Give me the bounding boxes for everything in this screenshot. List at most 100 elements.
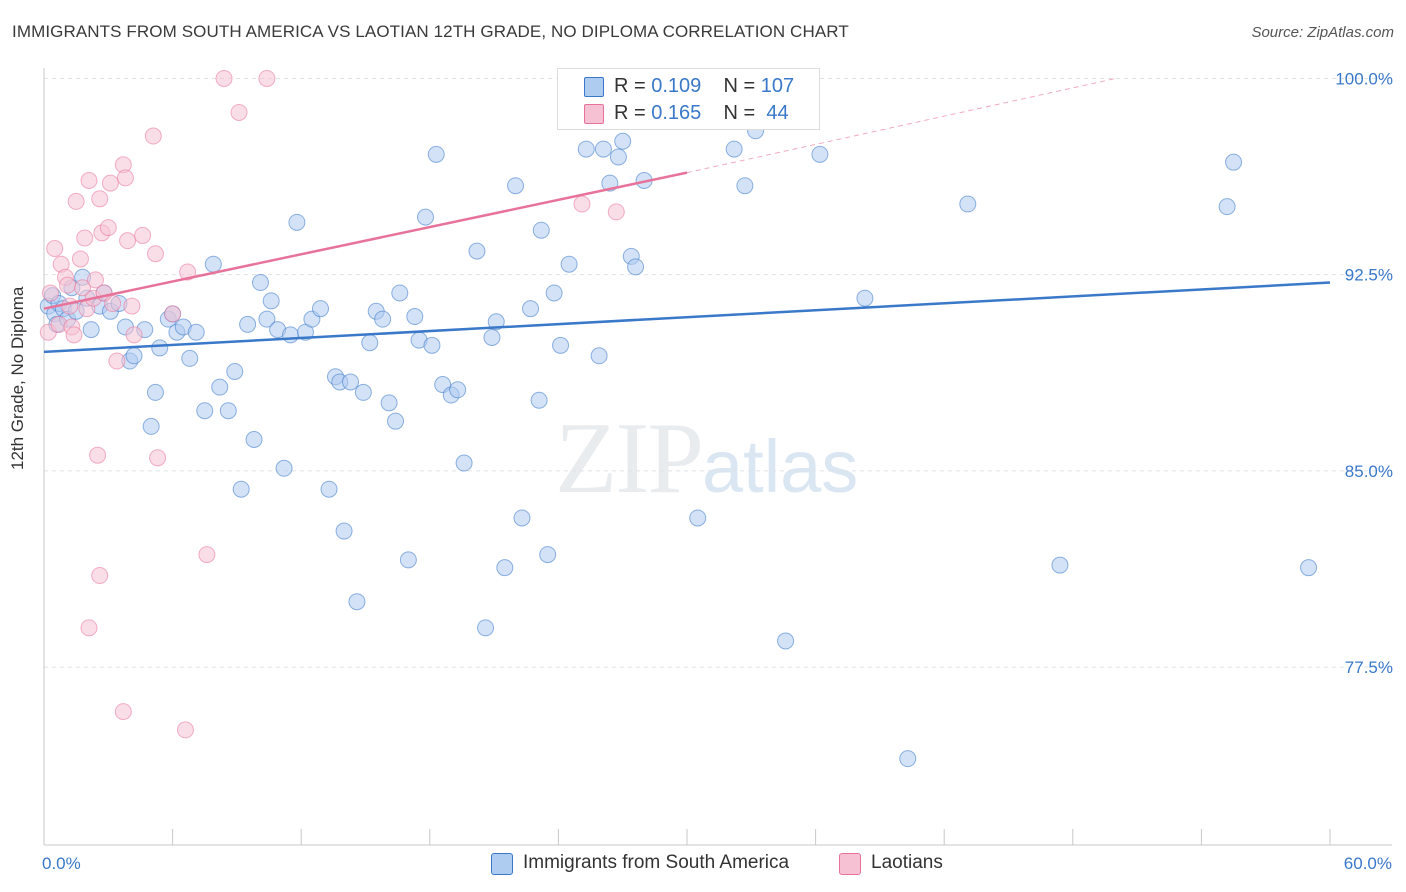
- point-1-38: [230, 103, 248, 121]
- point-1-24: [108, 352, 126, 370]
- point-0-80: [539, 546, 557, 564]
- point-0-59: [391, 284, 409, 302]
- point-0-95: [689, 509, 707, 527]
- point-1-29: [125, 326, 143, 344]
- point-0-103: [856, 289, 874, 307]
- point-0-87: [594, 140, 612, 158]
- point-0-82: [552, 336, 570, 354]
- legend-pink-swatch-icon: [839, 853, 861, 875]
- point-0-53: [354, 383, 372, 401]
- point-1-12: [74, 279, 92, 297]
- point-0-79: [530, 391, 548, 409]
- point-1-9: [65, 326, 83, 344]
- trend-line-0: [43, 281, 1331, 354]
- point-1-43: [114, 703, 132, 721]
- point-0-107: [1218, 198, 1236, 216]
- point-0-63: [417, 208, 435, 226]
- point-0-71: [477, 619, 495, 637]
- point-0-56: [374, 310, 392, 328]
- stats-blue-n-value: 107: [760, 75, 795, 97]
- point-0-102: [811, 145, 829, 163]
- source-note: Source: ZipAtlas.com: [1251, 24, 1394, 41]
- point-1-27: [119, 232, 137, 250]
- legend-label-laotians: Laotians: [871, 852, 943, 873]
- point-0-77: [522, 300, 540, 318]
- point-0-96: [725, 140, 743, 158]
- point-0-86: [590, 347, 608, 365]
- point-0-34: [232, 480, 250, 498]
- point-1-15: [80, 171, 98, 189]
- point-0-22: [151, 339, 169, 357]
- point-0-38: [258, 310, 276, 328]
- point-0-83: [560, 255, 578, 273]
- point-0-89: [609, 148, 627, 166]
- point-0-73: [487, 313, 505, 331]
- point-0-106: [1051, 556, 1069, 574]
- chart-title: IMMIGRANTS FROM SOUTH AMERICA VS LAOTIAN…: [12, 22, 849, 41]
- point-0-85: [577, 140, 595, 158]
- point-0-57: [380, 394, 398, 412]
- point-0-39: [262, 292, 280, 310]
- stats-pink-r-label: R =: [614, 102, 646, 124]
- point-0-50: [335, 522, 353, 540]
- point-1-11: [71, 250, 89, 268]
- point-0-20: [142, 417, 160, 435]
- point-0-11: [82, 321, 100, 339]
- y-tick-label-2: 85.0%: [1345, 462, 1393, 481]
- point-1-21: [99, 219, 117, 237]
- point-1-32: [146, 245, 164, 263]
- point-0-36: [245, 430, 263, 448]
- legend-label-immigrants: Immigrants from South America: [523, 852, 790, 873]
- point-0-18: [125, 347, 143, 365]
- point-1-42: [80, 619, 98, 637]
- blue-swatch-icon: [584, 77, 604, 97]
- point-0-78: [532, 221, 550, 239]
- watermark-atlas: atlas: [702, 425, 859, 508]
- point-1-41: [91, 567, 109, 585]
- point-1-37: [215, 69, 233, 87]
- point-0-109: [1300, 559, 1318, 577]
- point-0-75: [507, 177, 525, 195]
- point-1-34: [164, 305, 182, 323]
- point-0-27: [181, 349, 199, 367]
- point-0-33: [226, 362, 244, 380]
- point-0-105: [959, 195, 977, 213]
- trend-line-1: [43, 171, 688, 310]
- watermark: ZIPatlas: [555, 400, 858, 517]
- point-1-7: [61, 297, 79, 315]
- point-0-51: [341, 373, 359, 391]
- trend-extension-1: [686, 77, 1116, 174]
- series-1-points: [39, 69, 625, 739]
- point-0-52: [348, 593, 366, 611]
- point-1-36: [198, 546, 216, 564]
- point-0-21: [146, 383, 164, 401]
- stats-blue-r-value: 0.109: [651, 75, 702, 97]
- point-1-33: [149, 449, 167, 467]
- point-0-31: [211, 378, 229, 396]
- point-1-31: [144, 127, 162, 145]
- stats-blue-text: R = 0.109 N = 107: [614, 75, 794, 98]
- point-0-108: [1225, 153, 1243, 171]
- point-0-54: [361, 334, 379, 352]
- point-0-30: [204, 255, 222, 273]
- point-1-17: [86, 271, 104, 289]
- point-1-45: [573, 195, 591, 213]
- point-1-22: [101, 174, 119, 192]
- point-0-58: [387, 412, 405, 430]
- legend-blue-swatch-icon: [491, 853, 513, 875]
- point-0-37: [251, 274, 269, 292]
- point-0-74: [496, 559, 514, 577]
- point-1-40: [89, 446, 107, 464]
- point-0-28: [187, 323, 205, 341]
- y-tick-label-0: 100.0%: [1335, 69, 1393, 88]
- stats-pink-n-value: 44: [766, 102, 789, 124]
- point-0-90: [614, 132, 632, 150]
- point-0-92: [627, 258, 645, 276]
- point-1-2: [46, 240, 64, 258]
- stats-pink-r-value: 0.165: [651, 102, 702, 124]
- point-1-1: [41, 284, 59, 302]
- stats-pink-text: R = 0.165 N = 44: [614, 102, 789, 125]
- point-1-35: [179, 263, 197, 281]
- point-1-30: [134, 226, 152, 244]
